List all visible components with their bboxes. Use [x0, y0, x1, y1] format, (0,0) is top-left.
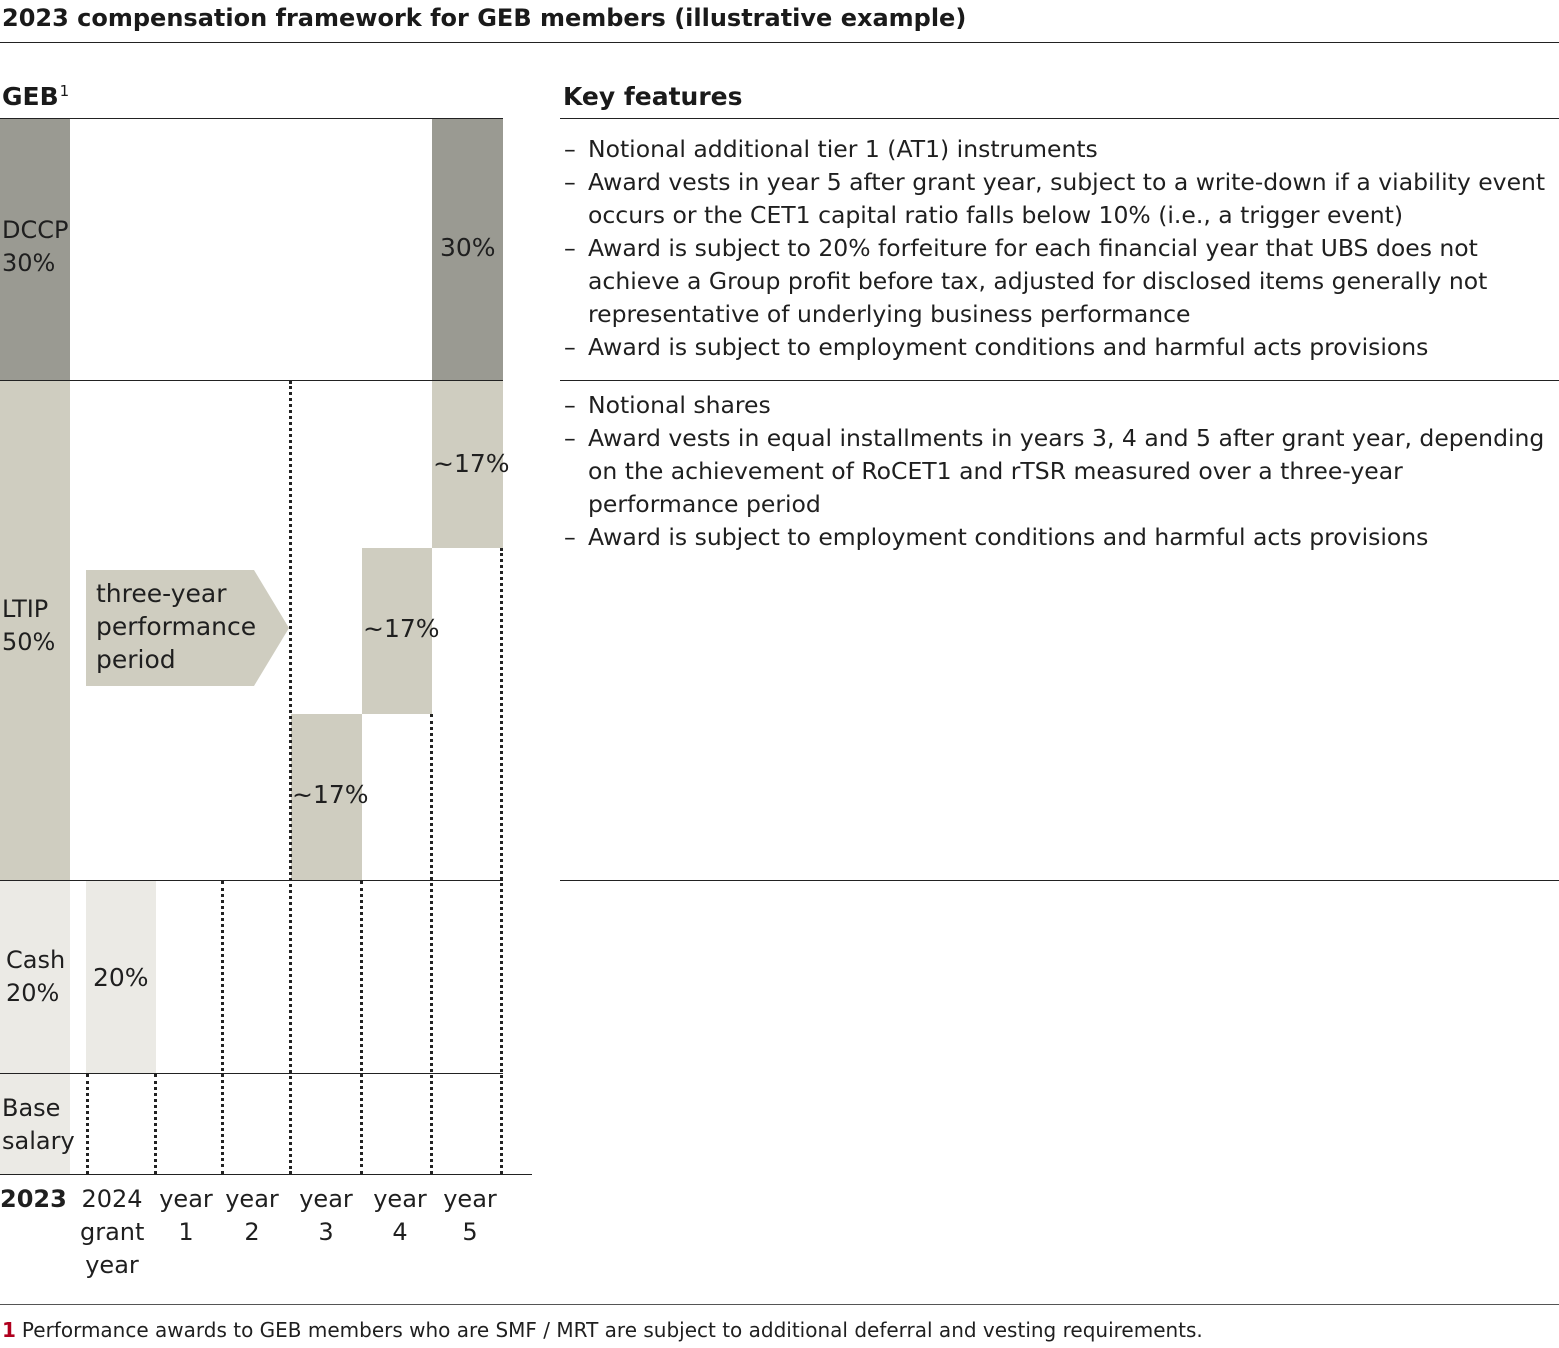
geb-footnote-marker: 1: [59, 82, 70, 100]
boundary-grant-year-1: [154, 1074, 157, 1174]
dccp-feature-text: Award is subject to 20% forfeiture for e…: [588, 234, 1488, 328]
dccp-vest-block-year-5: [432, 119, 503, 381]
key-features-heading: Key features: [563, 82, 743, 111]
boundary-2023-2024: [86, 1074, 89, 1174]
dccp-total-block: [0, 119, 70, 381]
dccp-feature-text: Notional additional tier 1 (AT1) instrum…: [588, 135, 1098, 163]
ltip-installment-year-3-label: ~17%: [292, 780, 369, 809]
dccp-feature-text: Award is subject to employment condition…: [588, 333, 1429, 361]
geb-heading: GEB1: [2, 82, 69, 111]
footnote-number: 1: [2, 1318, 16, 1342]
dccp-features-divider: [560, 380, 1559, 381]
footnote-rule: [0, 1304, 1559, 1305]
ltip-feature-item: – Award vests in equal installments in ye…: [564, 422, 1554, 521]
ltip-installment-year-3: [291, 714, 362, 880]
ltip-installment-year-4-label: ~17%: [363, 614, 440, 643]
footnote-text: Performance awards to GEB members who ar…: [21, 1318, 1203, 1342]
ltip-total-block: [0, 381, 70, 880]
ltip-feature-text: Notional shares: [588, 391, 771, 419]
geb-heading-label: GEB: [2, 82, 59, 111]
cash-grant-label: 20%: [93, 963, 149, 992]
title-rule: [0, 42, 1559, 43]
geb-heading-rule: [0, 118, 503, 119]
timeline-year-2: year 2: [225, 1185, 279, 1246]
dccp-feature-item: – Award is subject to employment conditio…: [564, 331, 1554, 364]
bullet-dash: –: [564, 333, 576, 361]
page-title: 2023 compensation framework for GEB memb…: [2, 4, 967, 32]
boundary-year-1-2: [221, 881, 224, 1174]
ltip-installment-year-5-label: ~17%: [433, 449, 510, 478]
boundary-year-5-end: [500, 548, 503, 1174]
ltip-row-divider: [0, 880, 503, 881]
dccp-vest-label: 30%: [440, 233, 496, 262]
ltip-feature-item: – Notional shares: [564, 389, 1554, 422]
ltip-feature-text: Award is subject to employment condition…: [588, 523, 1429, 551]
cash-label: Cash 20%: [6, 946, 66, 1007]
timeline-grant-year: 2024 grant year: [80, 1185, 145, 1279]
boundary-year-3-4: [360, 881, 363, 1174]
ltip-feature-item: – Award is subject to employment conditio…: [564, 521, 1554, 554]
bullet-dash: –: [564, 391, 576, 419]
base-salary-label: Base salary: [2, 1094, 75, 1155]
cash-grant-block: [86, 881, 156, 1073]
ltip-installment-year-5: [432, 381, 503, 548]
timeline-year-5: year 5: [443, 1185, 497, 1246]
bullet-dash: –: [564, 135, 576, 163]
cash-row-divider: [0, 1073, 503, 1074]
bullet-dash: –: [564, 523, 576, 551]
footnote: 1 Performance awards to GEB members who a…: [2, 1318, 1203, 1342]
timeline-year-1: year 1: [159, 1185, 213, 1246]
performance-period-arrow: [86, 570, 290, 686]
dccp-row-divider: [0, 380, 503, 381]
ltip-label: LTIP 50%: [2, 595, 56, 656]
bullet-dash: –: [564, 424, 576, 452]
dccp-label: DCCP 30%: [2, 216, 69, 277]
timeline-year-3: year 3: [299, 1185, 353, 1246]
dccp-feature-item: – Notional additional tier 1 (AT1) instru…: [564, 133, 1554, 166]
boundary-year-2-3: [289, 381, 292, 1174]
ltip-installment-year-4: [362, 548, 432, 714]
bullet-dash: –: [564, 168, 576, 196]
boundary-year-4-5: [430, 714, 433, 1174]
performance-period-label: three-year performance period: [96, 579, 257, 674]
cash-total-block: [0, 881, 70, 1073]
bullet-dash: –: [564, 234, 576, 262]
dccp-feature-text: Award vests in year 5 after grant year, …: [588, 168, 1546, 229]
timeline-year-4: year 4: [373, 1185, 427, 1246]
ltip-feature-text: Award vests in equal installments in yea…: [588, 424, 1545, 518]
base-salary-block: [0, 1074, 70, 1174]
dccp-feature-item: – Award vests in year 5 after grant year,…: [564, 166, 1554, 232]
ltip-features-divider: [560, 880, 1559, 881]
ltip-features-list: – Notional shares – Award vests in equal i…: [564, 389, 1554, 554]
dccp-features-list: – Notional additional tier 1 (AT1) instru…: [564, 133, 1554, 364]
timeline-axis: [0, 1174, 532, 1175]
timeline-2023: 2023: [0, 1185, 67, 1213]
dccp-feature-item: – Award is subject to 20% forfeiture for …: [564, 232, 1554, 331]
key-features-rule: [560, 118, 1559, 119]
